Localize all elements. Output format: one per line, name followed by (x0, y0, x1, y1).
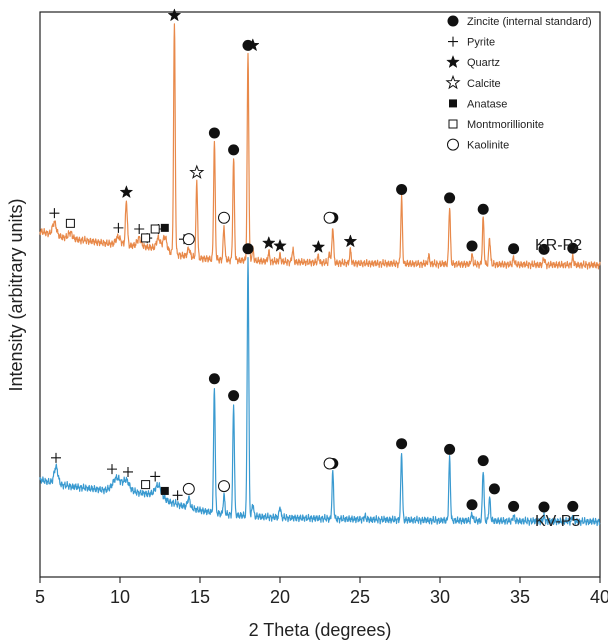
legend-label-kaolinite: Kaolinite (467, 140, 509, 152)
peak-marker-open-star-kr-p2 (189, 164, 205, 179)
peak-marker-star-kr-p2 (261, 235, 276, 249)
x-tick-label: 30 (430, 587, 450, 607)
legend-label-anatase: Anatase (467, 98, 507, 110)
peak-marker-star-kr-p2 (343, 234, 358, 248)
x-axis-label: 2 Theta (degrees) (249, 620, 392, 640)
series-line-kr-p2 (39, 23, 601, 270)
peak-marker-filled-circle-kr-p2 (466, 240, 478, 252)
peak-marker-open-circle-kv-p5 (323, 457, 336, 470)
peak-marker-open-square-kr-p2 (150, 224, 160, 234)
peak-marker-filled-circle-kv-p5 (444, 443, 456, 455)
peak-marker-star-kr-p2 (273, 238, 287, 252)
peak-marker-filled-circle-kv-p5 (208, 373, 220, 385)
peak-marker-star-kr-p2 (119, 185, 134, 199)
peak-marker-filled-circle-kv-p5 (466, 499, 478, 511)
peak-marker-filled-circle-kr-p2 (444, 192, 456, 204)
peak-marker-plus-kr-p2 (49, 208, 60, 219)
peak-marker-filled-circle-kv-p5 (488, 483, 500, 495)
peak-marker-filled-circle-kr-p2 (208, 127, 220, 139)
series-layer (39, 23, 601, 527)
series-label-kv-p5: KV-P5 (535, 513, 580, 530)
series-line-kv-p5 (39, 256, 601, 527)
peak-marker-filled-circle-kv-p5 (242, 243, 254, 255)
x-tick-label: 10 (110, 587, 130, 607)
legend-marker-anatase (449, 99, 457, 108)
peak-marker-filled-circle-kv-p5 (508, 500, 520, 512)
peak-marker-plus-kv-p5 (150, 471, 161, 482)
peak-marker-filled-circle-kr-p2 (567, 242, 579, 254)
legend-label-pyrite: Pyrite (467, 37, 495, 49)
legend-marker-zincite-internal-standard (447, 15, 459, 27)
peak-marker-filled-circle-kv-p5 (567, 500, 579, 512)
peak-marker-open-square-kv-p5 (141, 480, 151, 490)
x-tick-label: 20 (270, 587, 290, 607)
peak-marker-filled-square-kv-p5 (160, 486, 169, 495)
peak-marker-open-circle-kr-p2 (323, 211, 336, 224)
legend-label-montmorillionite: Montmorillionite (467, 119, 544, 131)
x-tick-label: 25 (350, 587, 370, 607)
peak-marker-plus-kv-p5 (123, 466, 133, 477)
peak-marker-filled-circle-kr-p2 (538, 243, 550, 255)
series-labels: KR-P2 KV-P5 (535, 237, 582, 530)
x-tick-label: 15 (190, 587, 210, 607)
peak-marker-open-circle-kv-p5 (182, 482, 195, 495)
x-tick-label: 5 (35, 587, 45, 607)
peak-marker-star-kr-p2 (167, 8, 182, 22)
y-axis-label: Intensity (arbitrary units) (6, 198, 26, 391)
legend-marker-kaolinite (447, 138, 459, 151)
peak-marker-filled-circle-kr-p2 (228, 144, 240, 156)
legend-label-zincite-internal-standard: Zincite (internal standard) (467, 16, 592, 28)
peak-marker-open-square-kr-p2 (141, 233, 151, 243)
peak-marker-plus-kv-p5 (172, 490, 183, 501)
legend-label-calcite: Calcite (467, 78, 501, 90)
peak-marker-plus-kv-p5 (51, 452, 61, 463)
peak-marker-filled-circle-kr-p2 (508, 243, 520, 255)
peak-marker-open-circle-kv-p5 (218, 480, 230, 493)
peak-marker-plus-kr-p2 (134, 224, 145, 234)
peak-marker-filled-square-kr-p2 (160, 223, 169, 232)
legend-marker-pyrite (448, 36, 458, 47)
peak-marker-filled-circle-kv-p5 (538, 501, 550, 513)
peak-marker-open-square-kr-p2 (65, 218, 75, 228)
x-ticks: 5 10 15 20 25 30 35 40 (35, 577, 608, 607)
x-tick-label: 40 (590, 587, 608, 607)
legend-marker-quartz (446, 54, 460, 69)
peak-marker-filled-circle-kv-p5 (477, 455, 489, 467)
legend: Zincite (internal standard) Pyrite Quartz C… (445, 15, 592, 152)
legend-marker-montmorillionite (448, 119, 458, 129)
legend-marker-calcite (445, 74, 461, 90)
peak-marker-open-circle-kr-p2 (182, 233, 195, 246)
peak-marker-plus-kr-p2 (113, 222, 124, 233)
peak-marker-plus-kv-p5 (107, 464, 117, 475)
peak-marker-filled-circle-kr-p2 (396, 183, 408, 195)
series-label-kr-p2: KR-P2 (535, 237, 582, 254)
plot-frame (39, 11, 601, 578)
peak-marker-star-kr-p2 (311, 239, 326, 253)
legend-label-quartz: Quartz (467, 57, 500, 69)
peak-marker-open-circle-kr-p2 (218, 211, 230, 224)
peak-marker-star-kr-p2 (245, 38, 260, 52)
peak-marker-filled-circle-kv-p5 (396, 438, 408, 450)
peak-marker-filled-circle-kv-p5 (228, 390, 240, 402)
x-tick-label: 35 (510, 587, 530, 607)
peak-marker-filled-circle-kr-p2 (477, 203, 489, 215)
marker-layer (49, 8, 579, 513)
